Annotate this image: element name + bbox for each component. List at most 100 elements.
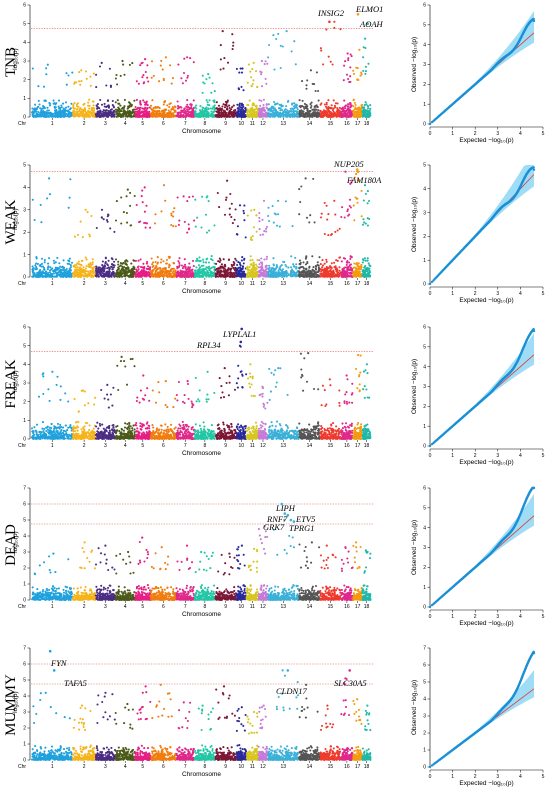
snp-point: [39, 107, 42, 110]
snp-point: [141, 189, 144, 192]
snp-point: [74, 113, 77, 116]
snp-point: [192, 99, 195, 102]
snp-point: [315, 108, 318, 111]
snp-point: [177, 260, 180, 263]
snp-point: [218, 267, 221, 270]
snp-point: [53, 275, 56, 278]
snp-point: [259, 104, 262, 107]
snp-point: [220, 107, 224, 110]
snp-point: [178, 261, 181, 265]
snp-point: [107, 259, 110, 262]
snp-point: [149, 271, 153, 274]
snp-point: [168, 113, 171, 116]
snp-point: [65, 72, 68, 75]
snp-point: [150, 60, 154, 63]
snp-point: [80, 264, 83, 267]
snp-point: [143, 273, 146, 277]
snp-point: [85, 115, 88, 118]
snp-point: [246, 81, 249, 84]
snp-point: [222, 103, 225, 106]
snp-point: [67, 109, 70, 112]
snp-point: [56, 115, 59, 118]
snp-point: [260, 85, 264, 88]
snp-point: [182, 265, 185, 268]
snp-point: [151, 263, 154, 266]
snp-point: [223, 213, 227, 216]
snp-point: [71, 71, 74, 74]
snp-point: [130, 105, 133, 108]
snp-point: [98, 107, 101, 110]
snp-point: [132, 274, 135, 277]
snp-point: [95, 104, 98, 107]
snp-point: [240, 85, 243, 88]
snp-point: [293, 102, 296, 105]
snp-point: [119, 269, 122, 272]
snp-point: [125, 114, 128, 117]
snp-point: [186, 99, 189, 102]
snp-point: [343, 99, 346, 102]
snp-point: [84, 110, 87, 113]
snp-point: [210, 255, 213, 258]
chr-tick-label: 18: [364, 121, 370, 127]
snp-point: [242, 270, 246, 273]
snp-point: [240, 113, 243, 116]
snp-point: [253, 110, 256, 113]
snp-point: [54, 275, 58, 278]
snp-point: [247, 63, 250, 66]
snp-point: [185, 108, 189, 111]
snp-point: [260, 99, 263, 102]
snp-point: [59, 109, 62, 112]
snp-point: [352, 72, 356, 75]
snp-point: [207, 200, 210, 203]
snp-point: [145, 204, 148, 207]
snp-point: [260, 73, 263, 76]
snp-point: [201, 74, 204, 77]
snp-point: [139, 100, 142, 103]
snp-point: [183, 108, 186, 111]
snp-point: [191, 115, 194, 118]
snp-point: [102, 273, 105, 276]
snp-point: [117, 106, 120, 109]
snp-point: [65, 109, 68, 112]
snp-point: [268, 43, 271, 47]
chr-tick-label: 15: [328, 281, 334, 287]
snp-point: [183, 57, 186, 60]
peak-snp-point: [328, 20, 331, 24]
snp-point: [60, 114, 64, 117]
snp-point: [325, 28, 328, 31]
snp-point: [215, 115, 218, 118]
snp-point: [42, 85, 46, 88]
chr-points-9: [214, 179, 237, 279]
snp-point: [153, 267, 156, 270]
snp-point: [65, 273, 68, 276]
snp-point: [52, 112, 55, 116]
snp-point-top: [285, 30, 288, 33]
snp-point: [329, 114, 332, 117]
snp-point: [233, 218, 236, 221]
snp-point: [148, 110, 151, 113]
snp-point: [254, 105, 258, 108]
snp-point: [362, 106, 365, 109]
snp-point: [67, 105, 70, 108]
snp-point: [40, 265, 43, 268]
snp-point: [84, 256, 87, 259]
snp-point: [100, 216, 103, 219]
snp-point: [185, 268, 189, 271]
snp-point: [274, 109, 278, 112]
snp-point: [63, 272, 66, 275]
snp-point: [199, 112, 202, 115]
snp-point: [37, 99, 40, 102]
snp-point: [359, 115, 362, 118]
chr-tick-label: 13: [280, 121, 286, 127]
snp-point: [156, 261, 159, 264]
snp-point: [227, 258, 231, 261]
snp-point: [203, 82, 206, 85]
snp-point: [205, 99, 208, 102]
snp-point: [35, 114, 38, 117]
snp-point: [333, 26, 336, 29]
snp-point: [365, 115, 368, 118]
snp-point: [48, 193, 52, 196]
snp-point: [262, 106, 265, 109]
snp-point: [231, 33, 234, 36]
snp-point: [236, 111, 239, 114]
